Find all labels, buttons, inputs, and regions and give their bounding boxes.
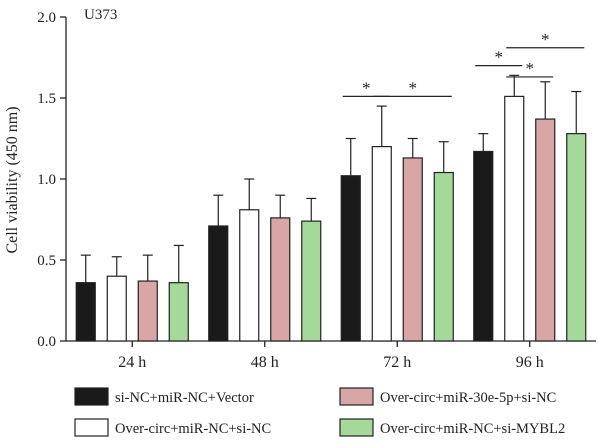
bar <box>473 150 494 342</box>
bar <box>75 282 96 342</box>
legend-swatch <box>339 418 374 437</box>
legend-swatch <box>74 387 109 406</box>
panel-label: U373 <box>84 7 117 23</box>
legend-label: Over-circ+miR-30e-5p+si-NC <box>380 390 556 406</box>
bar <box>371 146 392 342</box>
y-tick-label: 2.0 <box>37 10 56 26</box>
y-tick-label: 1.0 <box>37 172 56 188</box>
error-bars <box>80 74 582 283</box>
significance-star: * <box>495 48 504 67</box>
legend-swatch <box>74 418 109 437</box>
bar <box>340 175 361 342</box>
bar <box>402 157 423 342</box>
significance-star: * <box>541 30 550 49</box>
legend-label: Over-circ+miR-NC+si-NC <box>115 421 271 437</box>
significance-brackets: * * * * * <box>342 30 585 97</box>
y-axis-title: Cell viability (450 nm) <box>4 106 21 253</box>
y-tick-label: 1.5 <box>37 91 56 107</box>
significance-star: * <box>362 78 371 97</box>
bar <box>137 280 158 342</box>
bar <box>301 220 322 342</box>
x-tick-label: 96 h <box>516 354 544 371</box>
significance-star: * <box>409 78 418 97</box>
bar <box>168 282 189 342</box>
x-tick-label: 48 h <box>251 354 279 371</box>
bar <box>535 118 556 342</box>
bar <box>433 171 454 342</box>
y-tick-label: 0.0 <box>37 334 56 350</box>
bar <box>208 225 229 342</box>
y-tick-label: 0.5 <box>37 253 56 269</box>
bar <box>566 133 587 342</box>
legend-label: Over-circ+miR-NC+si-MYBL2 <box>380 421 565 437</box>
legend-label: si-NC+miR-NC+Vector <box>115 390 254 406</box>
bar <box>106 275 127 342</box>
bars <box>75 95 587 342</box>
legend-swatch <box>339 387 374 406</box>
x-tick-label: 24 h <box>118 354 146 371</box>
x-tick-label: 72 h <box>383 354 411 371</box>
bar <box>239 209 260 342</box>
bar <box>270 217 291 342</box>
bar <box>504 95 525 342</box>
significance-star: * <box>526 59 535 78</box>
legend: si-NC+miR-NC+Vector Over-circ+miR-30e-5p+… <box>74 387 565 437</box>
